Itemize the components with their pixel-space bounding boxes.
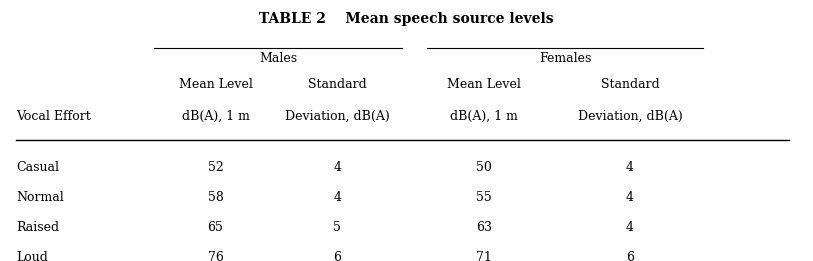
- Text: Mean Level: Mean Level: [179, 78, 252, 91]
- Text: dB(A), 1 m: dB(A), 1 m: [450, 110, 518, 123]
- Text: TABLE 2    Mean speech source levels: TABLE 2 Mean speech source levels: [259, 12, 554, 26]
- Text: Deviation, dB(A): Deviation, dB(A): [285, 110, 389, 123]
- Text: 65: 65: [207, 221, 224, 234]
- Text: Casual: Casual: [16, 161, 59, 174]
- Text: 5: 5: [333, 221, 341, 234]
- Text: 76: 76: [207, 251, 224, 261]
- Text: Standard: Standard: [601, 78, 659, 91]
- Text: 4: 4: [333, 191, 341, 204]
- Text: Raised: Raised: [16, 221, 59, 234]
- Text: Vocal Effort: Vocal Effort: [16, 110, 91, 123]
- Text: 58: 58: [207, 191, 224, 204]
- Text: Loud: Loud: [16, 251, 48, 261]
- Text: Deviation, dB(A): Deviation, dB(A): [578, 110, 682, 123]
- Text: Normal: Normal: [16, 191, 64, 204]
- Text: Females: Females: [539, 52, 591, 65]
- Text: 4: 4: [626, 191, 634, 204]
- Text: 6: 6: [333, 251, 341, 261]
- Text: dB(A), 1 m: dB(A), 1 m: [181, 110, 250, 123]
- Text: Standard: Standard: [308, 78, 367, 91]
- Text: 63: 63: [476, 221, 492, 234]
- Text: 52: 52: [207, 161, 224, 174]
- Text: 4: 4: [333, 161, 341, 174]
- Text: 4: 4: [626, 161, 634, 174]
- Text: 6: 6: [626, 251, 634, 261]
- Text: Mean Level: Mean Level: [447, 78, 520, 91]
- Text: Males: Males: [259, 52, 298, 65]
- Text: 71: 71: [476, 251, 492, 261]
- Text: 50: 50: [476, 161, 492, 174]
- Text: 55: 55: [476, 191, 492, 204]
- Text: 4: 4: [626, 221, 634, 234]
